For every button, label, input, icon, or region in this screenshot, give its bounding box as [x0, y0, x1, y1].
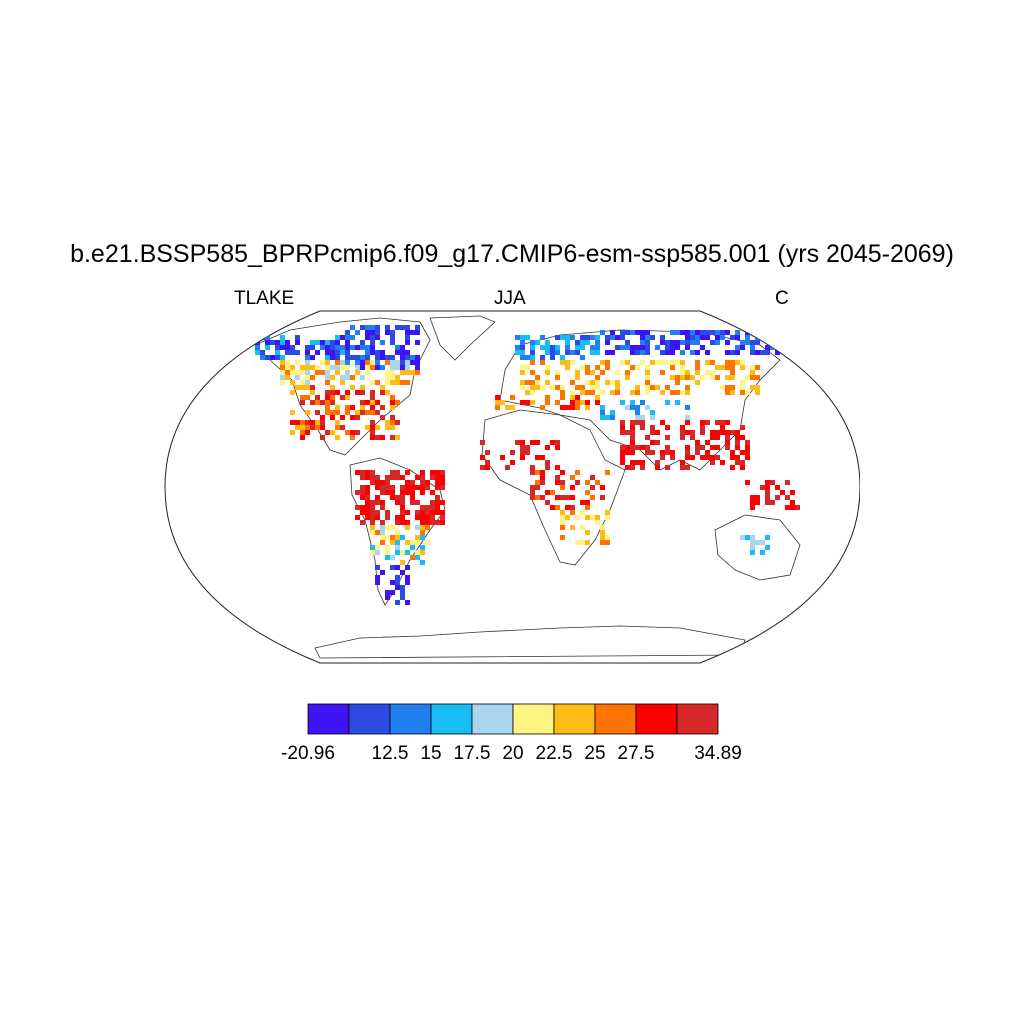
colorbar-tick-label: 12.5 [372, 743, 409, 764]
africa-coast [481, 409, 626, 566]
colorbar-tick-label: 20 [502, 743, 523, 764]
colorbar-tick-label: -20.96 [281, 743, 335, 764]
variable-label: TLAKE [234, 288, 295, 309]
colorbar-box [635, 703, 678, 735]
colorbar-box [553, 703, 596, 735]
colorbar-tick-label: 15 [420, 743, 441, 764]
colorbar-tick-label: 17.5 [454, 743, 491, 764]
colorbar-tick-label: 27.5 [618, 743, 655, 764]
colorbar-box [471, 703, 514, 735]
world-map [164, 310, 860, 664]
colorbar-box [430, 703, 473, 735]
colorbar-box [348, 703, 391, 735]
antarctica-coast [314, 625, 746, 659]
colorbar-box [307, 703, 350, 735]
colorbar-box [676, 703, 719, 735]
colorbar: -20.96 12.5 15 17.5 20 22.5 25 27.5 34.89 [281, 703, 742, 764]
australia-coast [714, 514, 801, 581]
colorbar-box [512, 703, 555, 735]
colorbar-tick-label: 34.89 [694, 743, 742, 764]
figure-title: b.e21.BSSP585_BPRPcmip6.f09_g17.CMIP6-es… [70, 240, 954, 268]
colorbar-tick-label: 22.5 [536, 743, 573, 764]
colorbar-tick-label: 25 [584, 743, 605, 764]
greenland-coast [429, 315, 496, 361]
map-boundary [164, 310, 860, 664]
season-label: JJA [494, 288, 526, 309]
colorbar-box [389, 703, 432, 735]
units-label: C [775, 288, 789, 309]
colorbar-box [594, 703, 637, 735]
